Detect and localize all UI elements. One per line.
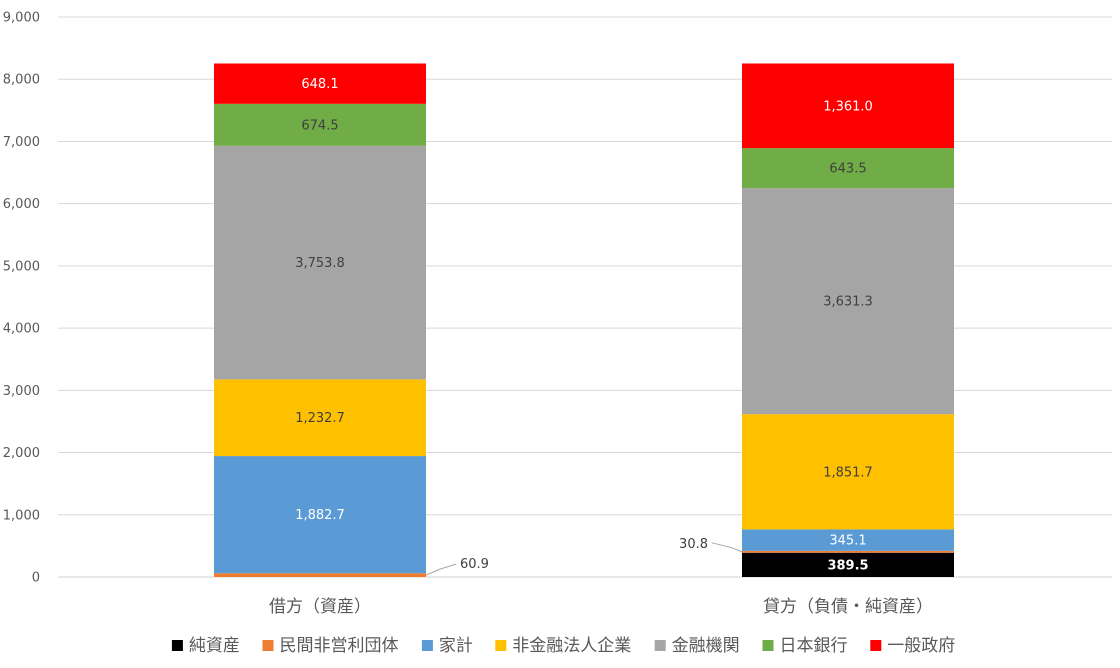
data-label-2-4: 1,851.7 <box>823 465 873 480</box>
bar-segment-1-5 <box>214 145 426 380</box>
data-label-2-5: 3,631.3 <box>823 295 873 310</box>
data-label-2-3: 345.1 <box>829 534 866 549</box>
legend-label-7: 一般政府 <box>887 636 955 656</box>
data-label-2-2: 30.8 <box>679 537 708 552</box>
y-axis-ticks: 0 1,000 2,000 3,000 4,000 5,000 6,000 7,000 8,00… <box>3 11 40 586</box>
bar-segment-1-3 <box>214 456 426 574</box>
legend-label-1: 純資産 <box>189 636 240 656</box>
legend-label-5: 金融機関 <box>672 636 740 656</box>
y-tick-label-8000: 8,000 <box>3 73 40 88</box>
legend-label-3: 家計 <box>439 636 473 656</box>
y-tick-label-1000: 1,000 <box>3 508 40 523</box>
bar-segment-2-3 <box>742 529 954 551</box>
bar-segment-2-4 <box>742 414 954 530</box>
x-axis-categories: 借方（資産） 貸方（負債・純資産） <box>269 597 933 617</box>
legend-swatch-2 <box>262 640 274 651</box>
y-tick-label-3000: 3,000 <box>3 384 40 399</box>
bar-segment-2-5 <box>742 188 954 415</box>
legend-label-4: 非金融法人企業 <box>512 636 631 656</box>
legend-swatch-3 <box>421 640 433 651</box>
legend-label-6: 日本銀行 <box>780 636 848 656</box>
data-label-1-5: 3,753.8 <box>295 256 345 271</box>
bars <box>214 63 954 577</box>
y-tick-label-5000: 5,000 <box>3 259 40 274</box>
data-label-1-3: 1,882.7 <box>295 508 345 523</box>
bar-segment-2-6 <box>742 148 954 189</box>
data-label-1-7: 648.1 <box>301 77 338 92</box>
bar-segment-1-6 <box>214 103 426 146</box>
y-tick-label-0: 0 <box>32 571 40 586</box>
legend-swatch-7 <box>870 640 882 651</box>
bar-segment-2-7 <box>742 63 954 149</box>
legend: 純資産 民間非営利団体 家計 非金融法人企業 金融機関 日本銀行 一般政府 <box>171 636 955 656</box>
y-tick-label-4000: 4,000 <box>3 322 40 337</box>
bar-segment-1-4 <box>214 379 426 457</box>
y-tick-label-9000: 9,000 <box>3 11 40 26</box>
bar-segment-2-2 <box>742 550 954 553</box>
data-label-1-2: 60.9 <box>460 557 489 572</box>
data-label-1-6: 674.5 <box>301 118 338 133</box>
bar-segment-1-2 <box>214 573 426 577</box>
legend-label-2: 民間非営利団体 <box>280 636 399 656</box>
y-tick-label-7000: 7,000 <box>3 135 40 150</box>
legend-swatch-6 <box>762 640 774 651</box>
bar-segment-1-7 <box>214 63 426 104</box>
bar-segment-2-1 <box>742 552 954 577</box>
x-category-label-1: 借方（資産） <box>269 597 371 617</box>
data-label-1-4: 1,232.7 <box>295 411 345 426</box>
leader-line-2-2 <box>711 542 743 553</box>
legend-swatch-4 <box>495 640 507 651</box>
data-label-2-6: 643.5 <box>829 162 866 177</box>
legend-swatch-1 <box>171 640 183 651</box>
legend-swatch-5 <box>654 640 666 651</box>
y-tick-label-6000: 6,000 <box>3 197 40 212</box>
data-label-2-7: 1,361.0 <box>823 99 873 114</box>
data-label-2-1: 389.5 <box>827 558 868 573</box>
leader-line-1-2 <box>425 563 457 576</box>
data-labels: 60.9 1,882.7 1,232.7 3,753.8 674.5 648.1 389.5… <box>295 77 873 576</box>
y-tick-label-2000: 2,000 <box>3 446 40 461</box>
x-category-label-2: 貸方（負債・純資産） <box>763 597 933 617</box>
